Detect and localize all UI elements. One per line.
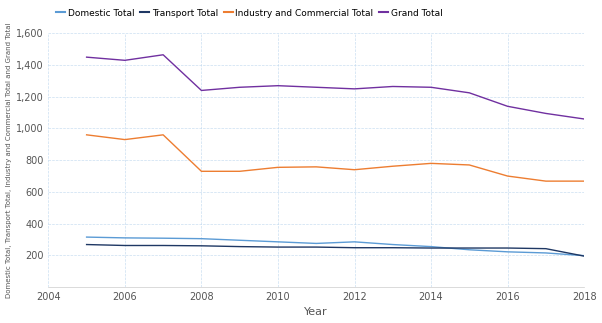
Y-axis label: Domestic Total, Transport Total, Industry and Commercial Total and Grand Total: Domestic Total, Transport Total, Industr… bbox=[5, 23, 11, 298]
X-axis label: Year: Year bbox=[305, 307, 328, 318]
Legend: Domestic Total, Transport Total, Industry and Commercial Total, Grand Total: Domestic Total, Transport Total, Industr… bbox=[53, 5, 446, 21]
